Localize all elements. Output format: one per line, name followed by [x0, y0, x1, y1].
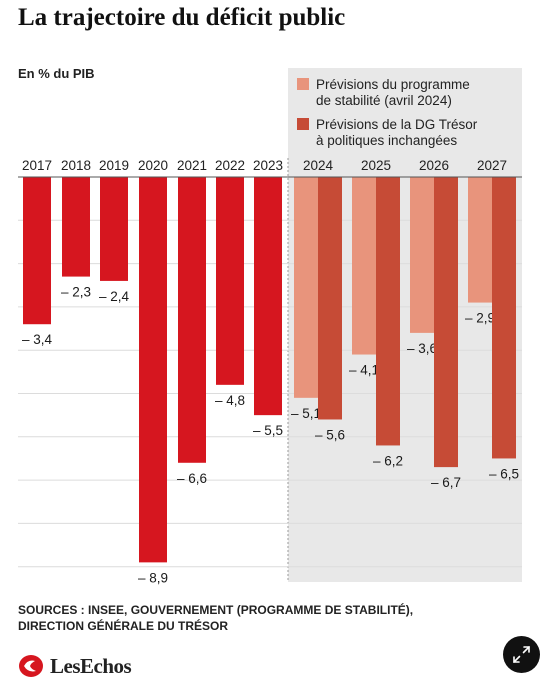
- unit-label: En % du PIB: [18, 66, 95, 81]
- bar: [178, 177, 206, 463]
- bar: [139, 177, 167, 563]
- bar: [318, 177, 342, 420]
- x-tick-label: 2024: [303, 158, 334, 173]
- legend-swatch: [297, 118, 309, 130]
- data-label: – 6,5: [489, 466, 519, 481]
- legend-label: Prévisions du programme: [316, 77, 470, 92]
- data-label: – 6,7: [431, 475, 461, 490]
- x-tick-label: 2025: [361, 158, 391, 173]
- x-tick-label: 2021: [177, 158, 207, 173]
- data-label: – 8,9: [138, 570, 168, 585]
- bar: [434, 177, 458, 468]
- legend-swatch: [297, 78, 309, 90]
- data-label: – 5,6: [315, 427, 345, 442]
- data-label: – 5,1: [291, 406, 321, 421]
- legend-label: Prévisions de la DG Trésor: [316, 117, 478, 132]
- data-label: – 6,6: [177, 471, 207, 486]
- bar: [376, 177, 400, 446]
- sources-line-1: SOURCES : INSEE, GOUVERNEMENT (PROGRAMME…: [18, 603, 414, 617]
- sources-note: SOURCES : INSEE, GOUVERNEMENT (PROGRAMME…: [18, 602, 538, 634]
- sources-line-2: DIRECTION GÉNÉRALE DU TRÉSOR: [18, 619, 229, 633]
- data-label: – 4,8: [215, 393, 245, 408]
- expand-button[interactable]: [503, 636, 540, 673]
- data-label: – 2,3: [61, 285, 91, 300]
- chart-title: La trajectoire du déficit public: [18, 4, 346, 31]
- bar: [492, 177, 516, 459]
- x-tick-label: 2023: [253, 158, 283, 173]
- expand-icon: [513, 646, 530, 663]
- data-label: – 4,1: [349, 363, 379, 378]
- les-echos-logo-icon: [19, 655, 43, 677]
- x-tick-label: 2017: [22, 158, 52, 173]
- bar: [352, 177, 376, 355]
- bar: [294, 177, 318, 398]
- x-tick-label: 2026: [419, 158, 449, 173]
- bar: [216, 177, 244, 385]
- legend-label: à politiques inchangées: [316, 133, 457, 148]
- bar: [62, 177, 90, 277]
- data-label: – 6,2: [373, 453, 403, 468]
- les-echos-logo: LesEchos: [18, 652, 132, 680]
- bar: [100, 177, 128, 281]
- bar: [23, 177, 51, 325]
- data-label: – 3,4: [22, 332, 53, 347]
- x-tick-label: 2020: [138, 158, 168, 173]
- x-tick-label: 2018: [61, 158, 91, 173]
- bar: [468, 177, 492, 303]
- x-tick-label: 2027: [477, 158, 507, 173]
- bar: [254, 177, 282, 416]
- data-label: – 2,4: [99, 289, 130, 304]
- x-tick-label: 2019: [99, 158, 129, 173]
- data-label: – 3,6: [407, 341, 437, 356]
- legend-label: de stabilité (avril 2024): [316, 93, 452, 108]
- data-label: – 5,5: [253, 423, 283, 438]
- data-label: – 2,9: [465, 311, 495, 326]
- bar: [410, 177, 434, 333]
- x-tick-label: 2022: [215, 158, 245, 173]
- logo-text: LesEchos: [50, 653, 132, 678]
